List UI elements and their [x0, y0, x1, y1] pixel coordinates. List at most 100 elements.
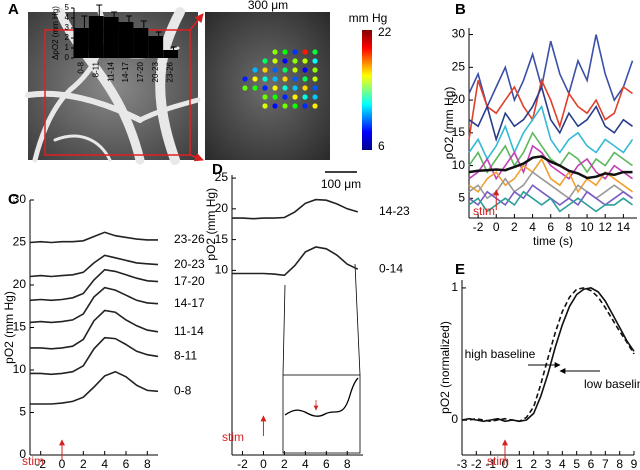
y-tick-label: 15 — [215, 232, 229, 246]
category-label: 23-26 — [166, 61, 175, 82]
stim-label: stim — [22, 454, 44, 468]
y-tick-label: 1 — [451, 280, 458, 294]
x-tick-label: -2 — [35, 457, 46, 470]
y-tick-label: 25 — [215, 170, 229, 184]
sensor-dot — [292, 103, 298, 109]
sensor-dot — [312, 58, 318, 64]
series-line — [468, 84, 633, 143]
panel-label: E — [455, 261, 465, 278]
x-tick-label: 2 — [281, 457, 288, 470]
sensor-dot — [302, 49, 308, 55]
sensor-dot — [282, 85, 288, 91]
series-label: 23-26 — [174, 232, 205, 246]
sensor-dot — [252, 67, 258, 73]
annotation: high baseline — [465, 347, 536, 361]
sensor-dot — [312, 67, 318, 73]
bar — [88, 16, 104, 58]
sensor-dot — [282, 76, 288, 82]
panel-label: C — [8, 191, 19, 208]
sensor-dots — [242, 49, 318, 109]
sensor-dot — [302, 58, 308, 64]
x-tick-label: 2 — [530, 457, 537, 470]
y-tick-label: 10 — [452, 158, 466, 172]
sensor-dot — [262, 67, 268, 73]
oxygen-image — [205, 12, 330, 160]
panel-label: B — [455, 1, 466, 18]
sensor-dot — [272, 94, 278, 100]
category-label: 8-11 — [91, 61, 100, 77]
x-tick-label: 12 — [599, 220, 613, 234]
series-line — [468, 157, 633, 194]
stim-label: stim — [222, 430, 244, 444]
y-tick-label: 30 — [13, 192, 27, 206]
x-tick-label: -2 — [473, 220, 484, 234]
x-tick-label: 6 — [588, 457, 595, 470]
panel-label: A — [8, 1, 19, 18]
sensor-dot — [292, 76, 298, 82]
panel-d-zoom — [282, 263, 361, 454]
series-line — [29, 231, 158, 244]
x-tick-label: 4 — [529, 220, 536, 234]
x-tick-label: 6 — [123, 457, 130, 470]
x-tick-label: 4 — [302, 457, 309, 470]
y-axis-label: pO2 (mm Hg) — [2, 291, 16, 364]
category-label: 14-17 — [121, 61, 130, 82]
y-tick-label: 2 — [65, 33, 70, 42]
series-line — [468, 131, 633, 174]
sensor-dot — [292, 58, 298, 64]
zoom-arrow — [189, 13, 204, 31]
x-tick-label: 0 — [59, 457, 66, 470]
x-tick-label: 8 — [144, 457, 151, 470]
y-tick-label: 15 — [13, 320, 27, 334]
x-axis-label: time (s) — [533, 234, 573, 248]
sensor-dot — [272, 76, 278, 82]
series-label: 11-14 — [174, 324, 204, 338]
x-tick-label: -3 — [457, 457, 468, 470]
sensor-dot — [282, 103, 288, 109]
x-tick-label: 5 — [573, 457, 580, 470]
series-line — [29, 286, 159, 324]
x-tick-label: 1 — [516, 457, 523, 470]
y-tick-label: 3 — [65, 23, 70, 32]
sensor-dot — [302, 85, 308, 91]
sensor-dot — [242, 76, 248, 82]
y-axis-label: pO2 (mm Hg) — [442, 87, 456, 160]
y-tick-label: 25 — [452, 59, 466, 73]
x-tick-label: 4 — [101, 457, 108, 470]
series-line — [30, 309, 159, 350]
colorbar-min: 6 — [378, 139, 385, 153]
stim-label: stim — [473, 204, 495, 218]
y-axis-label: pO2 (mm Hg) — [204, 188, 218, 261]
sensor-dot — [272, 58, 278, 64]
series-label: 14-23 — [379, 204, 410, 218]
sensor-dot — [302, 76, 308, 82]
y-tick-label: 5 — [19, 405, 26, 419]
bar — [118, 22, 134, 58]
sensor-dot — [262, 76, 268, 82]
series-line — [461, 287, 635, 423]
sensor-dot — [302, 94, 308, 100]
x-tick-label: -2 — [237, 457, 248, 470]
scale-label: 300 μm — [248, 0, 288, 12]
series-label: 8-11 — [174, 349, 197, 363]
category-label: 20-23 — [151, 61, 160, 82]
x-tick-label: 2 — [511, 220, 518, 234]
y-tick-label: 5 — [65, 3, 70, 12]
scale-label: 100 μm — [321, 177, 361, 191]
x-tick-label: 3 — [545, 457, 552, 470]
series-line — [468, 155, 633, 180]
series-line — [29, 268, 159, 302]
colorbar-label: mm Hg — [349, 11, 388, 25]
sensor-dot — [262, 58, 268, 64]
y-tick-label: 20 — [215, 201, 229, 215]
x-tick-label: 10 — [580, 220, 594, 234]
series-label: 14-17 — [174, 296, 205, 310]
x-tick-label: 7 — [602, 457, 609, 470]
x-tick-label: 8 — [344, 457, 351, 470]
category-label: 17-20 — [136, 61, 145, 82]
sensor-dot — [252, 76, 258, 82]
series-line — [29, 254, 159, 278]
sensor-dot — [302, 67, 308, 73]
x-tick-label: 0 — [260, 457, 267, 470]
bar — [133, 28, 149, 58]
